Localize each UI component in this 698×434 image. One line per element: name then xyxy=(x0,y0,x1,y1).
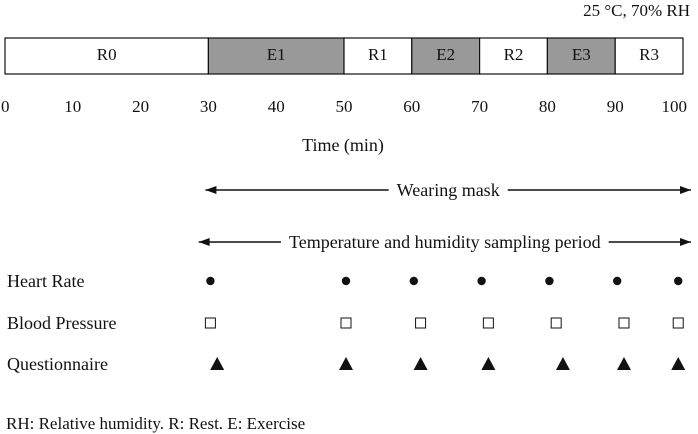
measurement-rows: Heart Rate Blood Pressure Questionnaire xyxy=(7,271,686,374)
period-label: Wearing mask xyxy=(397,180,500,200)
arrowhead-icon xyxy=(198,238,210,246)
segment-r3 xyxy=(614,37,684,75)
tick-label-90: 90 xyxy=(607,97,624,116)
tick-label-70: 70 xyxy=(471,97,488,116)
timeline-ticks: 0 10 20 30 40 50 60 70 80 90 100 xyxy=(1,97,687,116)
questionnaire-marker xyxy=(616,357,631,370)
tick-label-20: 20 xyxy=(132,97,149,116)
segment-label-e3: E3 xyxy=(572,45,591,64)
heart-rate-marker xyxy=(477,276,486,286)
tick-label-50: 50 xyxy=(336,97,353,116)
heart-rate-marker xyxy=(545,276,554,286)
condition-label: 25 °C, 70% RH xyxy=(583,1,690,20)
arrowhead-icon xyxy=(680,186,691,194)
tick-label-10: 10 xyxy=(64,97,81,116)
questionnaire-marker xyxy=(413,357,428,370)
segment-label-r0: R0 xyxy=(97,45,117,64)
tick-label-80: 80 xyxy=(539,97,556,116)
segment-label-e1: E1 xyxy=(267,45,286,64)
row-questionnaire: Questionnaire xyxy=(7,354,686,374)
timeline-segments: R0 E1 R1 E2 R2 E3 R3 xyxy=(4,37,684,75)
period-label: Temperature and humidity sampling period xyxy=(289,232,601,252)
period-wearing-mask: Wearing mask xyxy=(205,180,691,200)
questionnaire-marker xyxy=(339,357,353,370)
segment-label-r1: R1 xyxy=(368,45,388,64)
tick-label-30: 30 xyxy=(200,97,217,116)
blood-pressure-marker xyxy=(415,317,427,329)
row-heart-rate: Heart Rate xyxy=(7,271,683,291)
questionnaire-marker xyxy=(671,357,686,370)
heart-rate-marker xyxy=(409,276,418,286)
tick-label-0: 0 xyxy=(1,97,10,116)
row-label: Blood Pressure xyxy=(7,313,117,333)
heart-rate-marker xyxy=(613,276,622,286)
arrowhead-icon xyxy=(680,238,691,246)
segment-r0 xyxy=(4,37,209,75)
segment-r2 xyxy=(479,37,549,75)
segment-r1 xyxy=(343,37,413,75)
tick-label-100: 100 xyxy=(662,97,688,116)
time-axis-label: Time (min) xyxy=(302,135,384,156)
segment-label-r2: R2 xyxy=(504,45,524,64)
arrowhead-icon xyxy=(205,186,217,194)
segment-label-e2: E2 xyxy=(436,45,455,64)
questionnaire-marker xyxy=(481,357,496,370)
blood-pressure-marker xyxy=(204,317,216,329)
questionnaire-marker xyxy=(210,357,225,370)
tick-label-40: 40 xyxy=(268,97,285,116)
questionnaire-marker xyxy=(555,357,570,370)
row-blood-pressure: Blood Pressure xyxy=(7,313,684,333)
footnote: RH: Relative humidity. R: Rest. E: Exerc… xyxy=(6,414,305,433)
segment-label-r3: R3 xyxy=(639,45,659,64)
segment-e3 xyxy=(546,37,616,75)
period-arrows: Wearing mask Temperature and humidity sam… xyxy=(198,180,691,252)
row-label: Heart Rate xyxy=(7,271,84,291)
heart-rate-marker xyxy=(206,276,215,286)
heart-rate-marker xyxy=(341,276,351,286)
blood-pressure-marker xyxy=(672,317,684,329)
tick-label-60: 60 xyxy=(403,97,420,116)
period-sampling: Temperature and humidity sampling period xyxy=(198,232,691,252)
heart-rate-marker xyxy=(674,276,683,286)
blood-pressure-marker xyxy=(618,317,630,329)
row-label: Questionnaire xyxy=(7,354,108,374)
blood-pressure-marker xyxy=(482,317,494,329)
blood-pressure-marker xyxy=(340,317,352,329)
segment-e1 xyxy=(207,37,345,75)
blood-pressure-marker xyxy=(550,317,562,329)
